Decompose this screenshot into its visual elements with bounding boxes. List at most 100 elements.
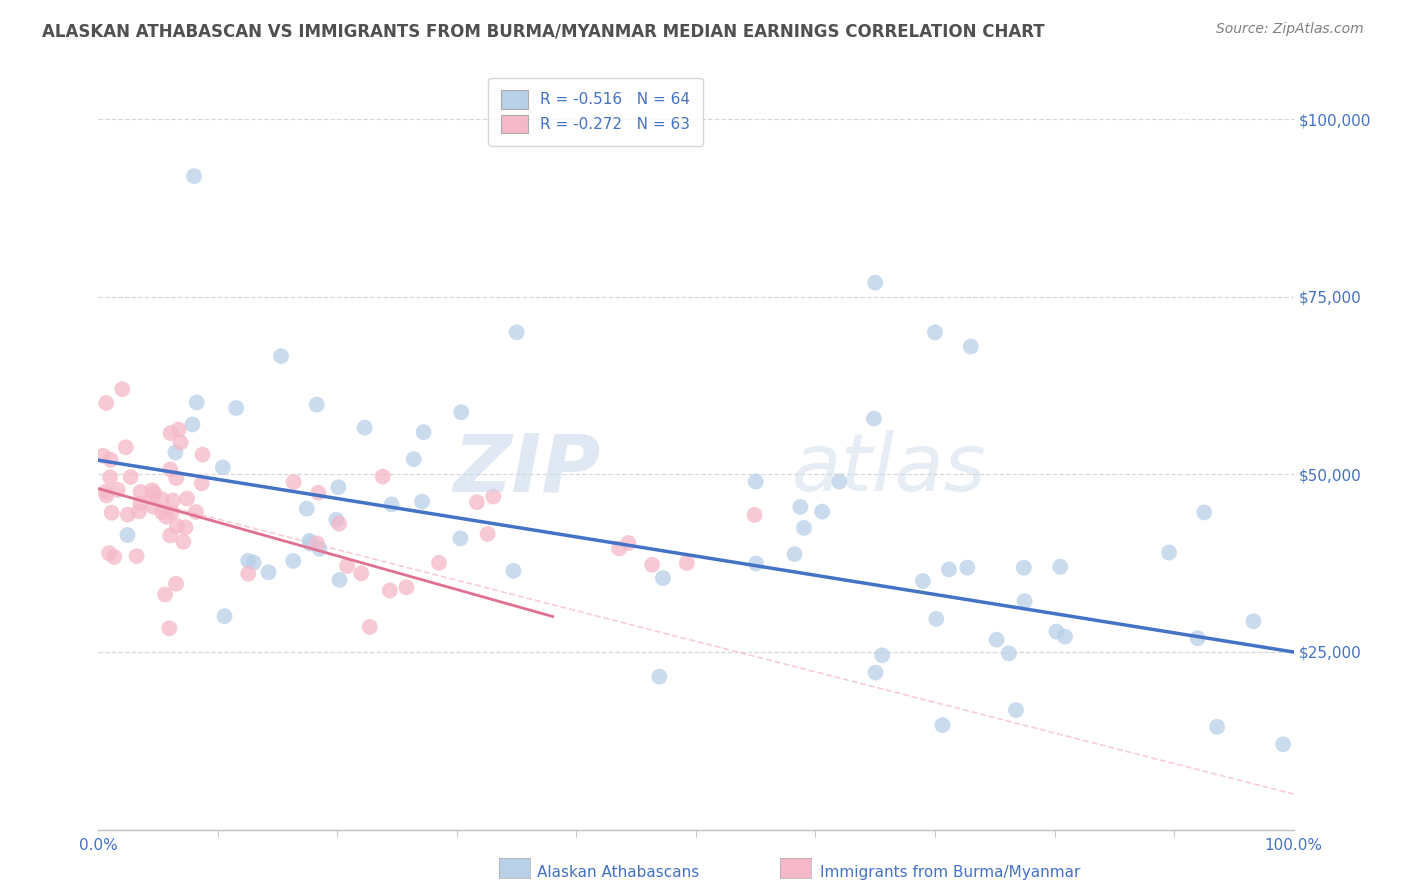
Legend: R = -0.516   N = 64, R = -0.272   N = 63: R = -0.516 N = 64, R = -0.272 N = 63	[488, 78, 703, 145]
Point	[98, 546, 121, 560]
Point	[307, 536, 329, 550]
Point	[176, 491, 198, 506]
Point	[283, 475, 305, 489]
Point	[125, 549, 148, 563]
Point	[477, 527, 499, 541]
Point	[159, 528, 181, 542]
Text: Source: ZipAtlas.com: Source: ZipAtlas.com	[1216, 22, 1364, 37]
Point	[183, 169, 205, 183]
Point	[353, 420, 375, 434]
Point	[828, 475, 851, 489]
Point	[328, 480, 350, 494]
Point	[381, 497, 404, 511]
Point	[190, 476, 212, 491]
Point	[648, 670, 671, 684]
Point	[793, 521, 815, 535]
Point	[107, 483, 129, 497]
Text: Alaskan Athabascans: Alaskan Athabascans	[537, 865, 699, 880]
Point	[617, 536, 640, 550]
Text: Immigrants from Burma/Myanmar: Immigrants from Burma/Myanmar	[820, 865, 1080, 880]
Point	[745, 475, 768, 489]
Point	[117, 508, 139, 522]
Point	[143, 486, 166, 500]
Point	[141, 483, 163, 498]
Point	[308, 541, 330, 556]
Point	[157, 621, 180, 635]
Point	[129, 485, 152, 500]
Point	[186, 395, 208, 409]
Point	[166, 519, 188, 533]
Point	[652, 571, 675, 585]
Text: ALASKAN ATHABASCAN VS IMMIGRANTS FROM BURMA/MYANMAR MEDIAN EARNINGS CORRELATION : ALASKAN ATHABASCAN VS IMMIGRANTS FROM BU…	[42, 22, 1045, 40]
Point	[502, 564, 524, 578]
Point	[172, 534, 194, 549]
Point	[411, 494, 433, 508]
Point	[1012, 560, 1035, 574]
Point	[1187, 631, 1209, 645]
Text: ZIP: ZIP	[453, 430, 600, 508]
Point	[174, 520, 197, 534]
Point	[1157, 545, 1180, 559]
Point	[1005, 703, 1028, 717]
Point	[103, 549, 125, 564]
Point	[789, 500, 811, 514]
Point	[165, 445, 187, 459]
Point	[305, 398, 328, 412]
Point	[402, 452, 425, 467]
Point	[336, 558, 359, 573]
Point	[165, 576, 187, 591]
Point	[607, 541, 630, 556]
Point	[94, 484, 117, 499]
Point	[159, 462, 181, 476]
Point	[181, 417, 204, 432]
Point	[242, 556, 264, 570]
Point	[96, 488, 118, 502]
Point	[214, 609, 236, 624]
Point	[938, 562, 960, 576]
Point	[863, 411, 886, 425]
Point	[150, 492, 173, 507]
Point	[100, 506, 122, 520]
Point	[449, 532, 471, 546]
Point	[1049, 559, 1071, 574]
Point	[986, 632, 1008, 647]
Point	[238, 554, 260, 568]
Point	[162, 493, 184, 508]
Point	[298, 533, 321, 548]
Point	[142, 500, 165, 514]
Point	[328, 516, 350, 531]
Point	[395, 581, 418, 595]
Point	[865, 276, 887, 290]
Point	[96, 396, 118, 410]
Point	[1192, 505, 1215, 519]
Point	[100, 452, 122, 467]
Point	[911, 574, 934, 588]
Point	[111, 382, 134, 396]
Point	[299, 536, 322, 550]
Point	[1206, 720, 1229, 734]
Point	[128, 504, 150, 518]
Point	[153, 588, 176, 602]
Point	[283, 554, 305, 568]
Point	[91, 449, 114, 463]
Point	[120, 470, 142, 484]
Point	[744, 508, 766, 522]
Point	[159, 426, 181, 441]
Point	[325, 513, 347, 527]
Point	[160, 506, 183, 520]
Point	[931, 718, 953, 732]
Point	[129, 496, 152, 510]
Point	[482, 490, 505, 504]
Point	[811, 505, 834, 519]
Point	[960, 340, 983, 354]
Point	[745, 557, 768, 571]
Point	[98, 470, 121, 484]
Point	[169, 435, 191, 450]
Point	[1272, 737, 1295, 751]
Point	[1243, 615, 1265, 629]
Point	[506, 326, 529, 340]
Point	[1014, 594, 1036, 608]
Point	[117, 528, 139, 542]
Text: atlas: atlas	[792, 430, 987, 508]
Point	[450, 405, 472, 419]
